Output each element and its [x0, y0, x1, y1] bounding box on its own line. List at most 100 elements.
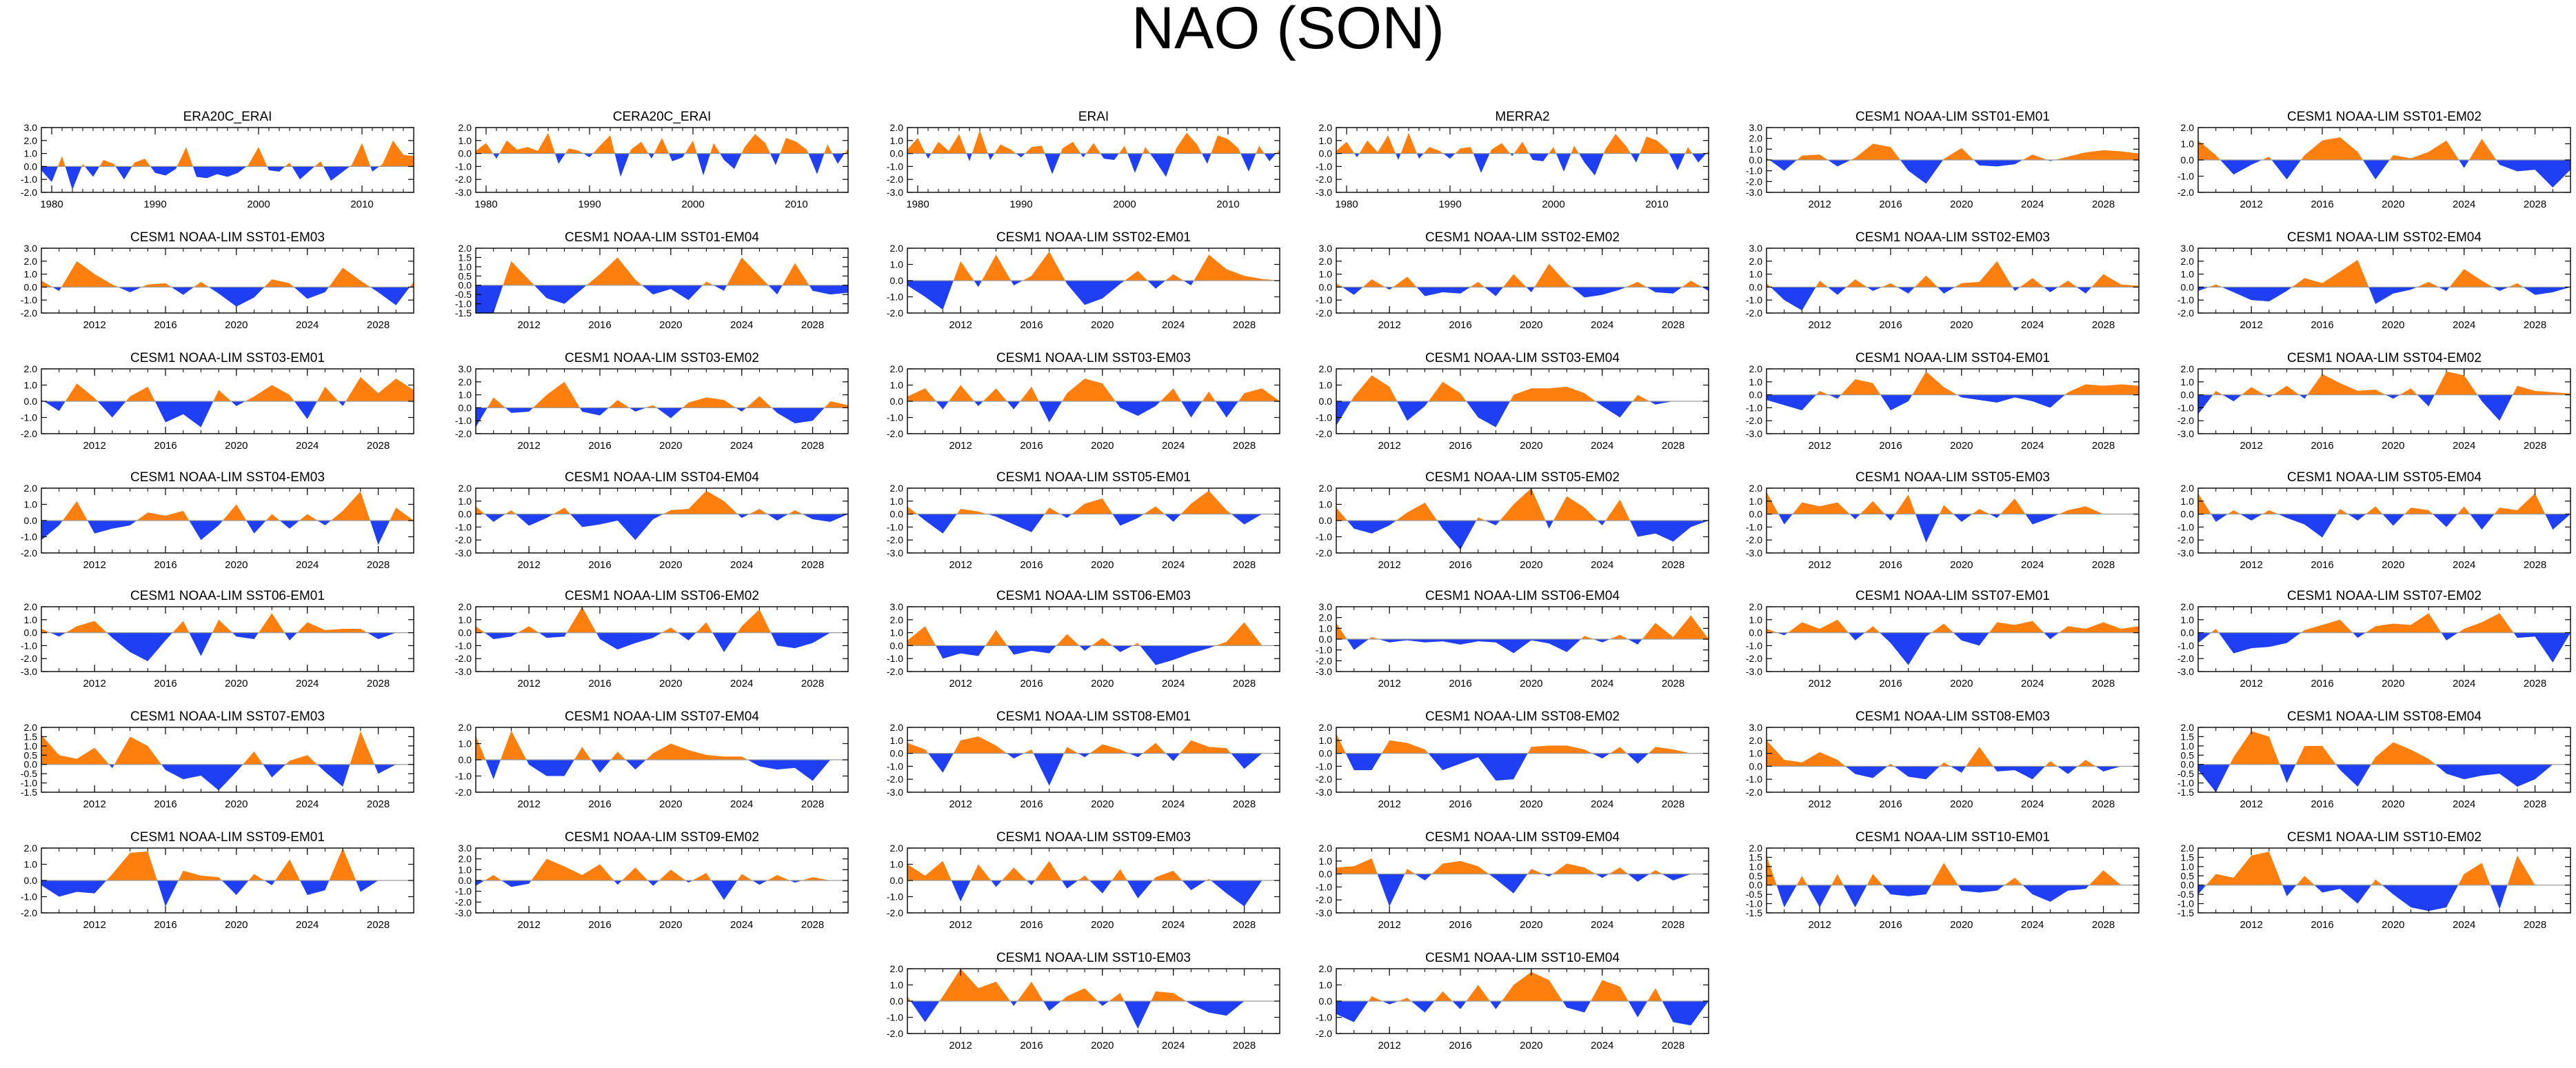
positive-area: [907, 130, 1280, 154]
y-tick-label: 0.5: [2181, 870, 2195, 881]
panel-title: CESM1 NOAA-LIM SST10-EM01: [1855, 830, 2050, 845]
y-tick-label: 0.0: [1749, 627, 1763, 638]
y-tick-label: -1.0: [1746, 898, 1762, 909]
y-tick-label: 1.0: [459, 864, 472, 875]
positive-area: [1767, 855, 2139, 885]
plot-frame: [907, 606, 1280, 672]
chart-panel: CESM1 NOAA-LIM SST02-EM02 3.0 2.0 1.00.0 -1.…: [1316, 230, 1709, 331]
x-tick-label: 2012: [2240, 919, 2262, 931]
negative-area: [1845, 766, 2122, 780]
y-tick-label: 0.0: [1319, 515, 1333, 526]
x-tick-label: 2012: [2240, 678, 2262, 689]
plot-frame: [2197, 487, 2571, 554]
plot-frame: [1336, 727, 1709, 793]
x-tick-label: 2024: [1591, 440, 1613, 452]
positive-area: [1336, 132, 1709, 154]
x-tick-label: 2020: [659, 319, 682, 331]
x-tick-label: 2024: [2021, 919, 2044, 931]
y-tick-label: 1.0: [459, 614, 472, 625]
y-tick-label: -1.0: [21, 532, 37, 543]
x-tick-label: 2020: [1950, 559, 1973, 571]
x-tick-label: 2016: [1449, 678, 1471, 689]
panel-title: CESM1 NOAA-LIM SST04-EM01: [1855, 351, 2050, 365]
panel-title: CESM1 NOAA-LIM SST09-EM04: [1425, 830, 1620, 845]
y-tick-label: 2.0: [1319, 363, 1333, 374]
x-tick-label: 2024: [1162, 919, 1185, 931]
panel-title: CESM1 NOAA-LIM SST01-EM01: [1855, 110, 2050, 124]
negative-area: [1342, 287, 1709, 298]
panel-title: CESM1 NOAA-LIM SST05-EM02: [1425, 470, 1620, 485]
chart-panel: CESM1 NOAA-LIM SST06-EM04 3.02.01.00.0-1.…: [1316, 589, 1709, 689]
chart-panel: CESM1 NOAA-LIM SST03-EM03 2.0 1.0 0.0 -1.0 -2…: [887, 351, 1280, 452]
chart-panel: CESM1 NOAA-LIM SST02-EM03 3.0 2.0 1.00.0 -1.…: [1746, 230, 2140, 331]
y-tick-label: -1.0: [1316, 881, 1332, 892]
positive-area: [907, 860, 1280, 880]
y-tick-label: -1.0: [1316, 161, 1332, 172]
negative-area: [41, 632, 414, 661]
y-tick-label: 1.0: [1749, 496, 1763, 507]
y-tick-label: 2.0: [459, 601, 472, 612]
x-tick-label: 1980: [474, 199, 497, 210]
y-tick-label: -2.0: [1316, 894, 1332, 905]
plot-frame: [1766, 248, 2140, 314]
x-tick-label: 2024: [1162, 678, 1185, 689]
x-tick-label: 2028: [1233, 440, 1256, 452]
y-tick-label: -1.0: [2177, 898, 2194, 909]
x-tick-label: 2028: [801, 559, 824, 571]
chart-panel: CESM1 NOAA-LIM SST05-EM03 2.0 1.0 0.0-1.0 -2…: [1746, 470, 2140, 571]
x-tick-label: 2012: [949, 319, 972, 331]
negative-area: [907, 753, 1280, 786]
panel-title: CESM1 NOAA-LIM SST02-EM02: [1425, 230, 1620, 245]
x-tick-label: 2024: [1162, 440, 1185, 452]
x-tick-label: 2016: [154, 440, 177, 452]
y-tick-label: 0.0: [890, 748, 904, 759]
x-tick-label: 2016: [1879, 919, 1902, 931]
x-tick-label: 2028: [367, 678, 390, 689]
x-tick-label: 2012: [1808, 919, 1831, 931]
y-tick-label: 2.0: [1749, 133, 1763, 144]
y-tick-label: -2.0: [21, 547, 37, 558]
y-tick-label: 1.0: [2181, 740, 2195, 752]
plot-frame: [2197, 368, 2571, 434]
x-tick-label: 2020: [1520, 798, 1542, 810]
negative-area: [41, 166, 379, 190]
y-tick-label: 1.0: [24, 269, 38, 280]
x-tick-label: 2024: [1591, 678, 1613, 689]
x-tick-label: 2024: [2021, 559, 2044, 571]
panel-title: MERRA2: [1495, 110, 1549, 124]
y-tick-label: 1.0: [2181, 269, 2195, 280]
y-tick-label: -3.0: [887, 187, 903, 198]
x-tick-label: 2024: [296, 919, 319, 931]
y-tick-label: -3.0: [1746, 547, 1762, 558]
y-tick-label: 3.0: [24, 243, 38, 254]
y-tick-label: -1.0: [2177, 778, 2194, 789]
y-tick-label: -3.0: [2177, 666, 2194, 677]
x-tick-label: 2012: [1378, 559, 1400, 571]
negative-area: [1767, 394, 2139, 411]
plot-frame: [1766, 606, 2140, 672]
plot-frame: [1336, 127, 1709, 193]
y-tick-label: 2.0: [2181, 483, 2195, 494]
x-tick-label: 2010: [785, 199, 807, 210]
x-tick-label: 2024: [2453, 919, 2475, 931]
x-tick-label: 2020: [1520, 559, 1542, 571]
panel-title: CESM1 NOAA-LIM SST08-EM01: [996, 709, 1191, 724]
x-tick-label: 2016: [1020, 319, 1043, 331]
y-tick-label: 2.0: [1319, 256, 1333, 267]
x-tick-label: 2020: [1950, 678, 1973, 689]
x-tick-label: 2024: [1591, 319, 1613, 331]
y-tick-label: -3.0: [887, 787, 903, 798]
y-tick-label: 1.0: [890, 627, 904, 638]
chart-panel: CESM1 NOAA-LIM SST02-EM01 2.0 1.0 0.0 -1.0 -2…: [887, 230, 1280, 331]
y-tick-label: 1.5: [2181, 852, 2195, 863]
x-tick-label: 2024: [296, 678, 319, 689]
y-tick-label: 0.0: [459, 754, 472, 765]
y-tick-label: 0.0: [890, 640, 904, 651]
negative-area: [2198, 514, 2570, 538]
y-tick-label: -1.0: [1316, 412, 1332, 423]
x-tick-label: 2016: [588, 559, 611, 571]
positive-area: [907, 490, 1231, 514]
